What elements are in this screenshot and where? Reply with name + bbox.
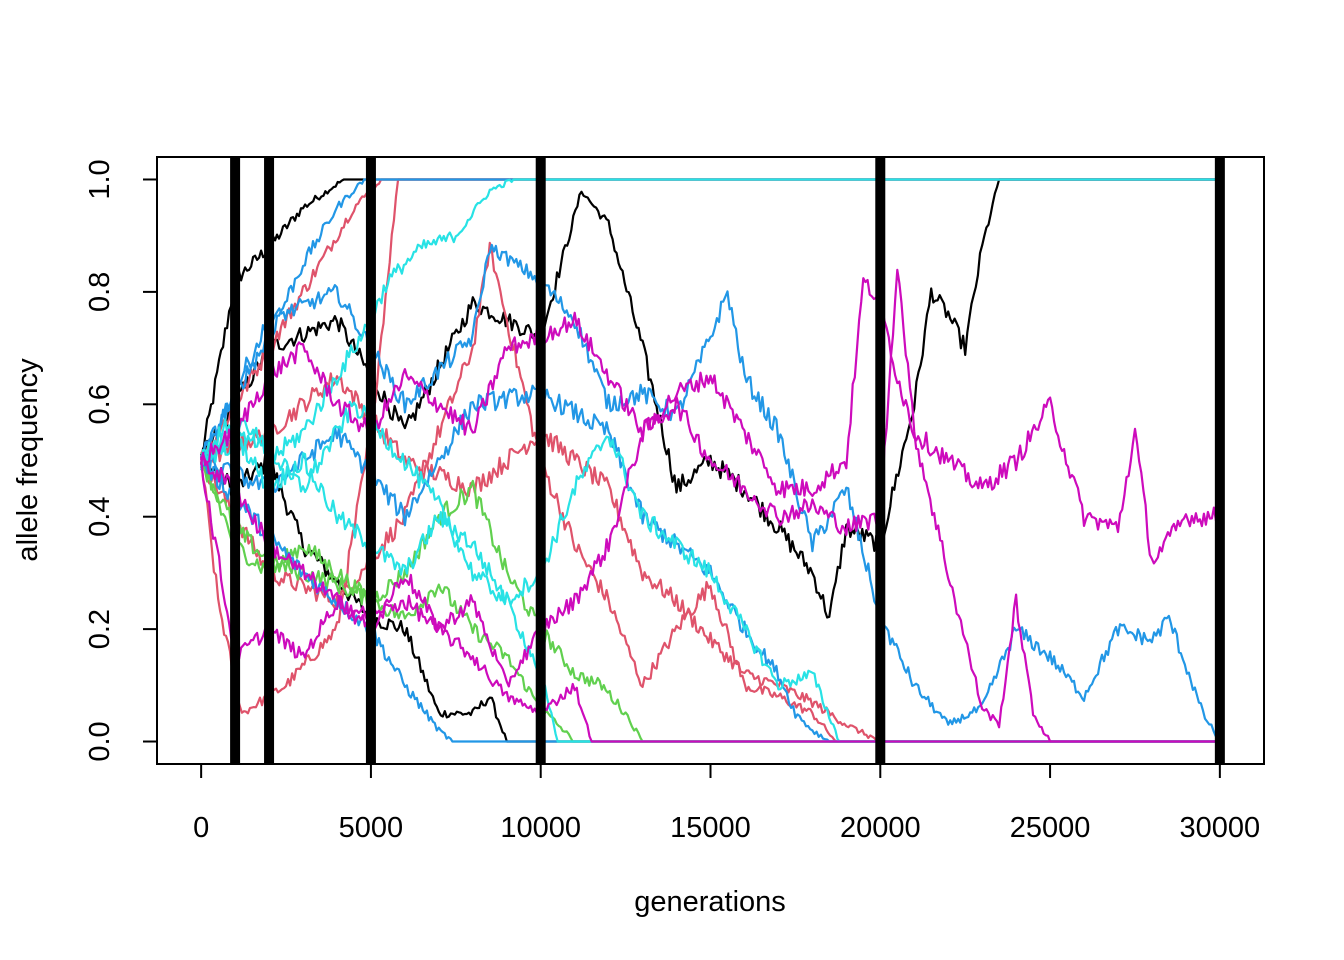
- series-line-2: [200, 453, 1220, 743]
- x-tick-label: 30000: [1180, 812, 1261, 844]
- x-axis-title: generations: [634, 886, 786, 918]
- x-tick-label: 5000: [339, 812, 404, 844]
- series-line-12: [200, 243, 1221, 743]
- y-axis: 0.0 0.2 0.4 0.6 0.8 1.0: [84, 159, 158, 762]
- y-tick-label: 0.0: [84, 721, 116, 761]
- series-line-9: [200, 464, 1220, 743]
- series-line-11: [200, 455, 1220, 743]
- x-tick-label: 0: [193, 812, 209, 844]
- vertical-lines: [230, 157, 1225, 764]
- y-tick-label: 1.0: [84, 159, 116, 199]
- series-layer: [200, 178, 1221, 743]
- x-tick-label: 10000: [500, 812, 581, 844]
- x-axis: 0 5000 10000 15000 20000 25000 30000: [193, 763, 1261, 844]
- y-tick-label: 0.8: [84, 272, 116, 312]
- y-axis-title: allele frequency: [12, 358, 44, 562]
- y-tick-label: 0.4: [84, 497, 116, 537]
- x-tick-label: 15000: [670, 812, 751, 844]
- series-line-13: [200, 383, 1220, 743]
- x-tick-label: 20000: [840, 812, 921, 844]
- x-tick-label: 25000: [1010, 812, 1091, 844]
- y-tick-label: 0.6: [84, 384, 116, 424]
- series-line-7: [200, 372, 1220, 743]
- y-tick-label: 0.2: [84, 609, 116, 649]
